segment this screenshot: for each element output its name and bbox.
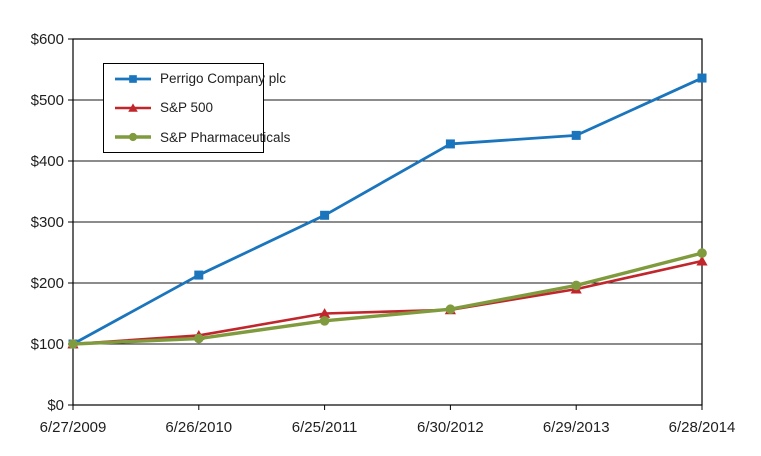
series-line-perrigo-company-plc (71, 76, 704, 346)
square-marker (320, 210, 330, 220)
circle-marker (194, 333, 204, 344)
circle-marker (445, 304, 456, 315)
legend-item-sp-500: S&P 500 (104, 94, 263, 122)
y-tick-label: $200 (31, 275, 64, 292)
x-tick-label: 6/29/2013 (543, 419, 610, 436)
circle-marker (319, 316, 330, 326)
triangle-marker (128, 103, 138, 112)
circle-marker (697, 248, 707, 258)
chart-legend: Perrigo Company plc S&P 500 S&P Pharmace… (103, 63, 290, 153)
triangle-marker (319, 308, 331, 318)
legend-item-perrigo-company-plc: Perrigo Company plc (104, 65, 286, 93)
x-tick-label: 6/25/2011 (292, 419, 358, 436)
y-tick-label: $300 (31, 214, 64, 231)
x-tick-label: 6/26/2010 (165, 419, 232, 436)
square-marker (697, 73, 707, 83)
plot-border (72, 38, 703, 406)
x-tick-label: 6/28/2014 (669, 419, 736, 436)
legend-label-sp-pharma: S&P Pharmaceuticals (160, 129, 291, 145)
legend-line-sample-sp-pharma (115, 133, 151, 142)
circle-marker (571, 280, 581, 291)
square-marker (445, 139, 455, 149)
circle-marker (128, 133, 138, 142)
y-tick-label: $100 (31, 336, 64, 353)
y-tick-label: $0 (47, 397, 64, 414)
x-tick-label: 6/30/2012 (417, 419, 484, 436)
y-tick-label: $600 (31, 31, 64, 48)
legend-line-sample-sp500 (115, 103, 151, 112)
square-marker (129, 74, 137, 83)
triangle-marker (696, 255, 708, 266)
square-marker (571, 130, 581, 140)
series-line-s-p-500 (71, 259, 704, 346)
legend-item-sp-pharmaceuticals: S&P Pharmaceuticals (104, 123, 290, 151)
square-marker (194, 270, 204, 280)
legend-label-sp500: S&P 500 (160, 100, 214, 116)
legend-line-sample-perrigo (115, 74, 151, 83)
circle-marker (68, 339, 78, 349)
legend-label-perrigo: Perrigo Company plc (160, 71, 287, 87)
x-tick-label: 6/27/2009 (40, 419, 107, 436)
y-tick-label: $400 (31, 153, 64, 170)
y-tick-label: $500 (31, 92, 64, 109)
series-line-s-p-pharmaceuticals (71, 251, 704, 346)
